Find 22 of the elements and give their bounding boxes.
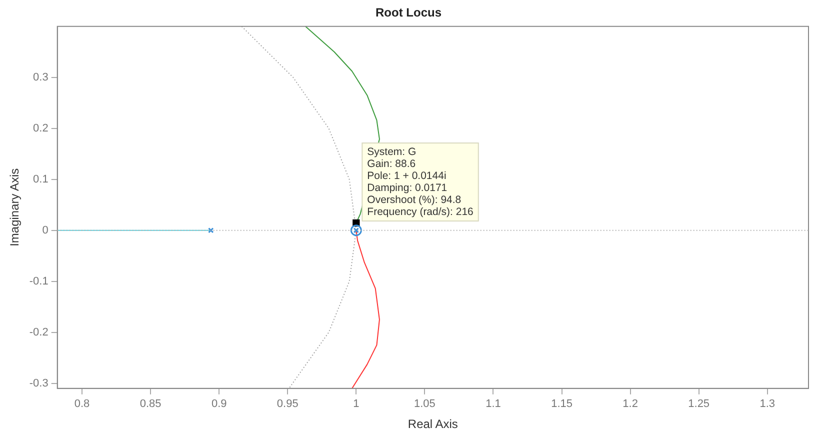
annotation: System: G Gain: 88.6 Pole: 1 + 0.0144i Damping: 0.0171 Overshoot (%): 94.8 Frequency (rad/s): 216	[367, 146, 474, 218]
x-tick-label: 1.3	[760, 398, 776, 410]
x-tick-label: 0.9	[211, 398, 227, 410]
x-tick-label: 1.2	[622, 398, 638, 410]
x-tick-label: 0.8	[74, 398, 90, 410]
y-axis-title: Imaginary Axis	[8, 168, 22, 246]
y-tick-label: -0.2	[29, 326, 48, 338]
y-tick-label: 0.3	[33, 71, 48, 84]
x-tick-label: 1	[353, 398, 360, 410]
y-tick-label: -0.1	[29, 275, 48, 288]
x-tick-label: 1.1	[486, 398, 501, 410]
x-tick-label: 1.15	[551, 398, 572, 410]
chart-title: Root Locus	[376, 6, 442, 20]
x-axis-title: Real Axis	[408, 417, 458, 432]
y-tick-label: 0.2	[33, 122, 48, 134]
y-tick-label: -0.3	[29, 377, 48, 390]
x-tick-label: 0.85	[140, 398, 162, 410]
y-tick-label: 0.1	[33, 173, 48, 186]
y-tick-label: 0	[42, 224, 48, 236]
x-tick-label: 1.25	[688, 398, 710, 410]
x-tick-label: 1.05	[414, 398, 436, 410]
x-tick-label: 0.95	[276, 398, 298, 410]
